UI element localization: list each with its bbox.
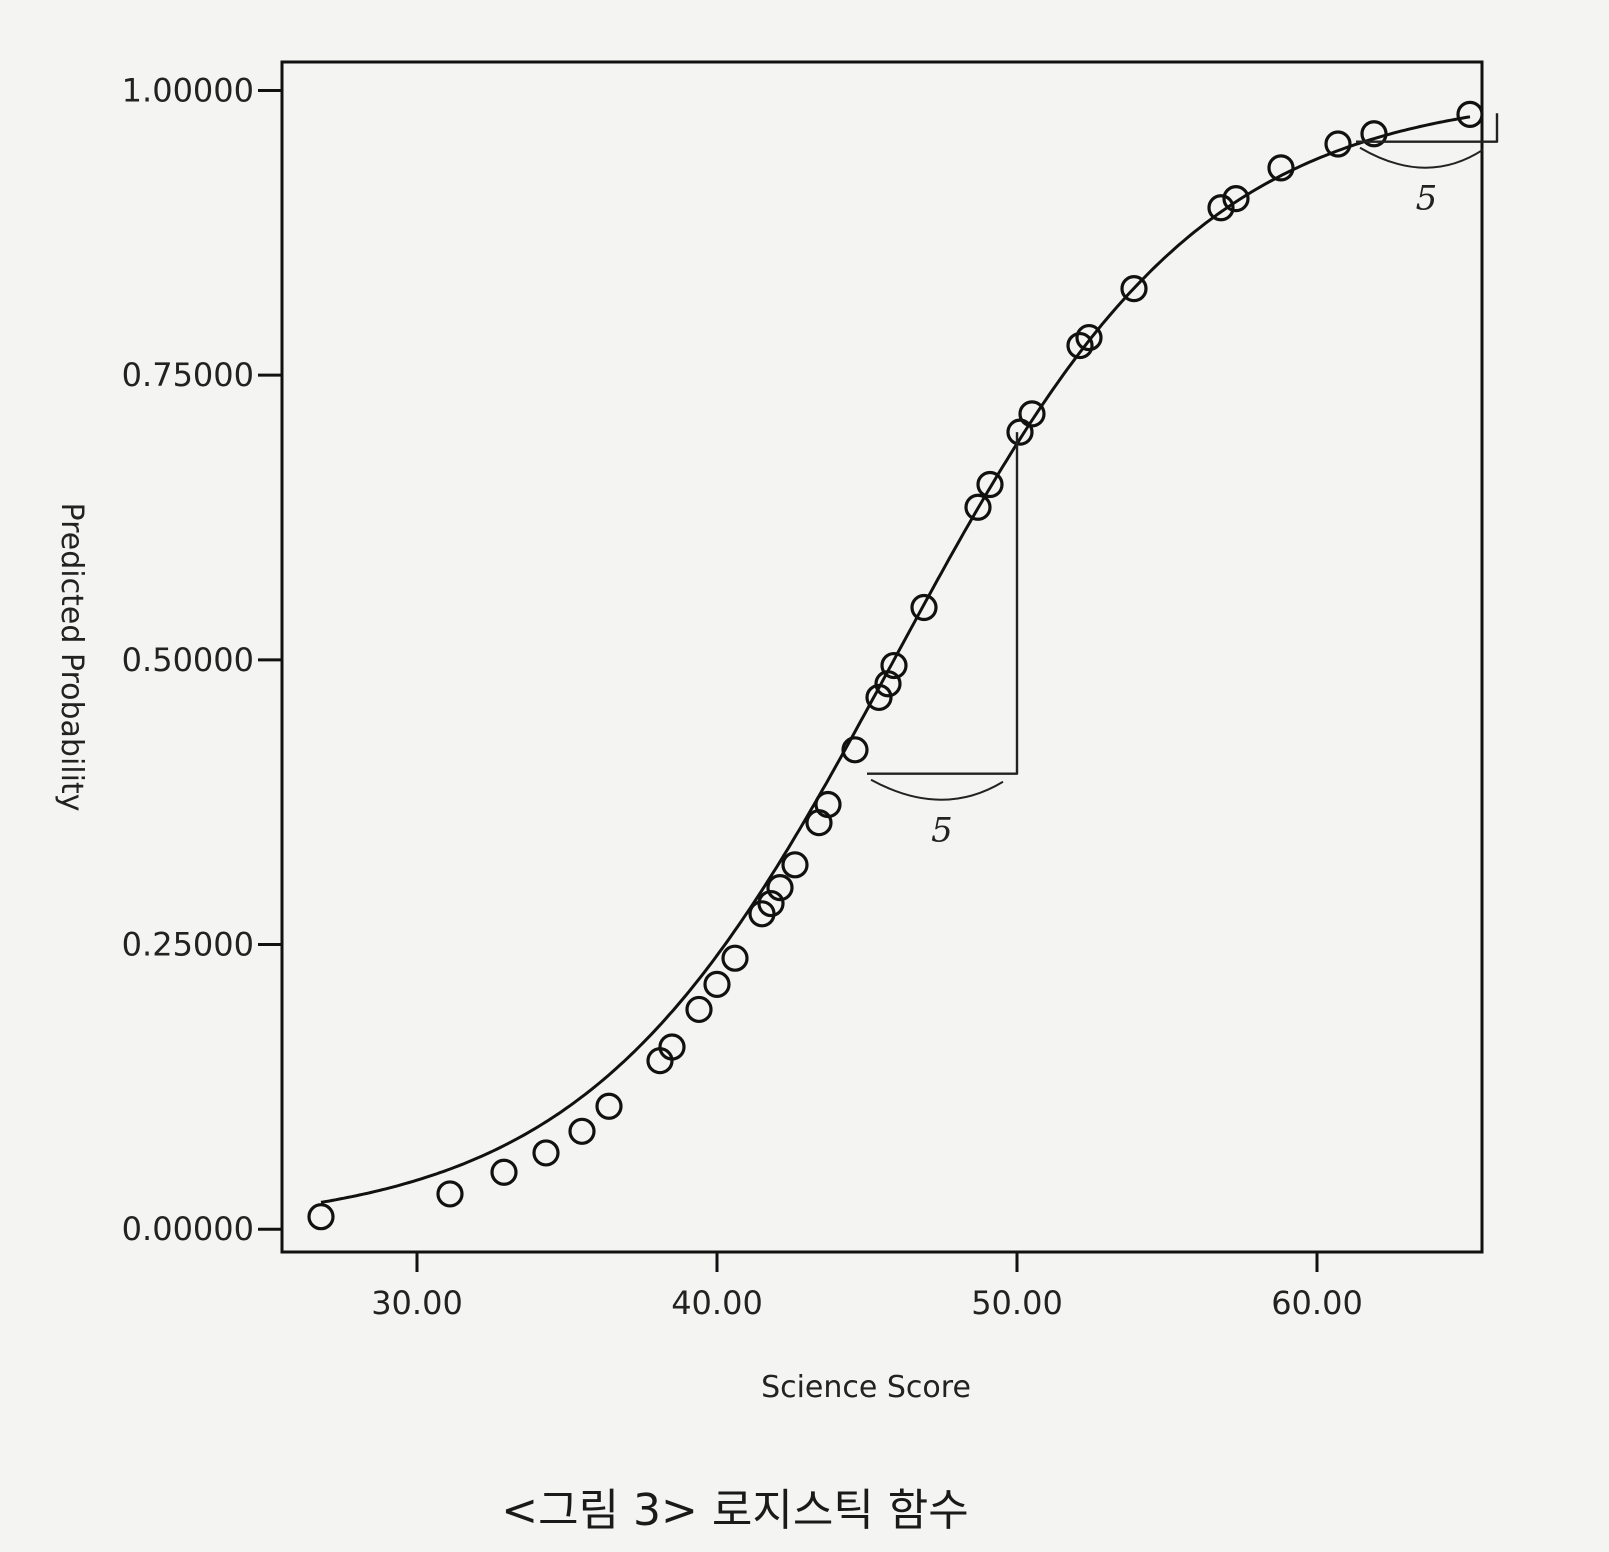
data-point [685, 995, 713, 1024]
y-tick-label: 1.00000 [122, 71, 254, 109]
plot-frame [280, 60, 1484, 1254]
annotation-label: 5 [931, 811, 953, 851]
x-tick-label: 50.00 [971, 1284, 1063, 1322]
data-point [703, 970, 731, 998]
annotation-label: 5 [1416, 179, 1438, 219]
data-point [841, 736, 869, 764]
data-point [814, 790, 842, 819]
y-tick-label: 0.75000 [122, 356, 254, 394]
y-axis-title: Predicted Probability [54, 503, 89, 812]
annotation-brace [1359, 146, 1484, 169]
data-point [568, 1117, 596, 1145]
annotation-triangle [867, 432, 1019, 775]
data-point [874, 670, 902, 698]
data-point [532, 1139, 560, 1167]
data-point [1360, 120, 1388, 148]
data-point [1120, 275, 1148, 303]
data-point [748, 900, 776, 928]
handwritten-annotations: 55 [867, 113, 1499, 851]
data-point [781, 851, 809, 879]
x-axis: 30.00 40.00 50.00 60.00 [371, 1252, 1363, 1322]
data-point [490, 1158, 518, 1186]
x-tick-label: 40.00 [671, 1284, 763, 1322]
data-point [658, 1033, 686, 1061]
x-axis-title: Science Score [761, 1370, 971, 1405]
data-point [910, 593, 938, 622]
y-tick-label: 0.50000 [122, 641, 254, 679]
data-point [307, 1203, 335, 1231]
x-tick-label: 60.00 [1271, 1284, 1363, 1322]
data-point [436, 1180, 464, 1208]
data-point [1456, 100, 1484, 128]
data-point [766, 873, 794, 902]
data-points [307, 100, 1484, 1231]
data-point [1324, 130, 1352, 158]
figure-caption: <그림 3> 로지스틱 함수 [501, 1485, 969, 1536]
logistic-curve [320, 115, 1471, 1204]
data-point [595, 1092, 623, 1120]
data-point [964, 493, 992, 521]
annotation-brace [870, 778, 1004, 801]
data-point [757, 889, 785, 918]
y-tick-label: 0.00000 [122, 1210, 254, 1248]
data-point [880, 651, 908, 680]
data-point [721, 944, 749, 972]
data-point [1075, 323, 1103, 352]
data-point [976, 470, 1004, 499]
data-point [1066, 331, 1094, 360]
y-axis: 0.00000 0.25000 0.50000 0.75000 1.00000 [122, 71, 282, 1248]
x-tick-label: 30.00 [371, 1284, 463, 1322]
data-point [865, 683, 893, 712]
data-point [1207, 194, 1235, 222]
data-point [1018, 400, 1046, 428]
data-point [1267, 154, 1295, 182]
y-tick-label: 0.25000 [122, 926, 254, 964]
annotation-triangle [1356, 113, 1499, 143]
data-point [1222, 185, 1250, 213]
